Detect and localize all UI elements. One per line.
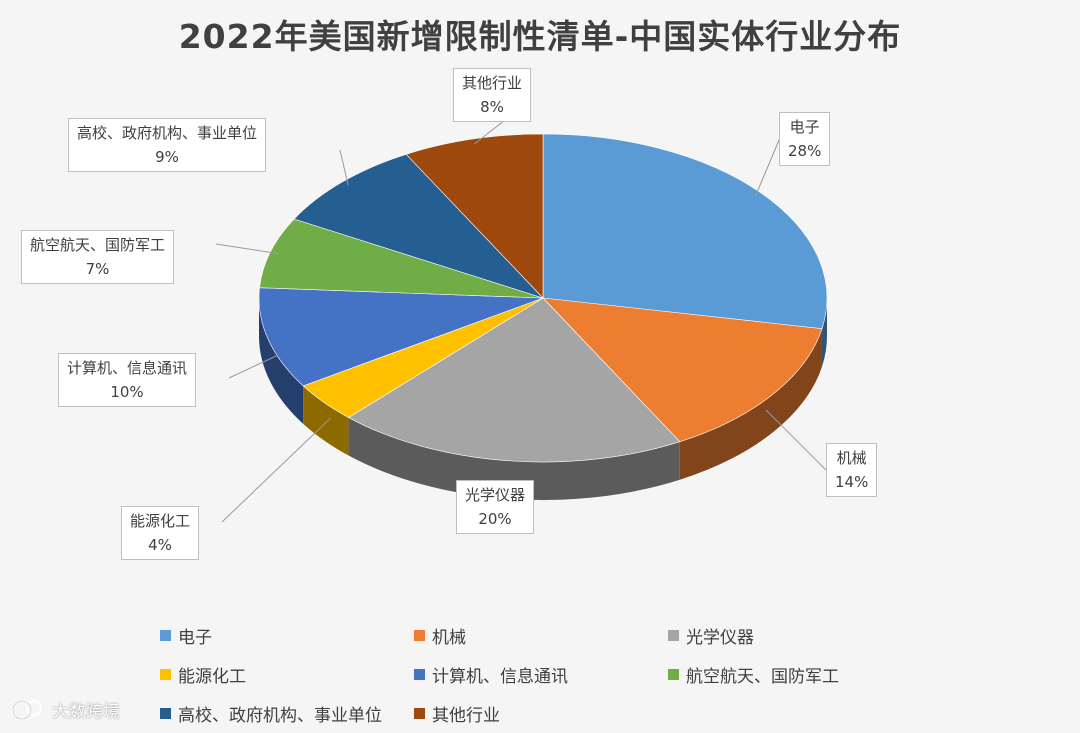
callout-label: 电子 bbox=[789, 118, 820, 136]
watermark-text: 大数跨境 bbox=[52, 701, 120, 722]
pie-slice-计算机、信息通讯 bbox=[258, 287, 544, 387]
pie-slices bbox=[258, 133, 828, 463]
leader-line-电子 bbox=[754, 139, 780, 197]
legend-item: 机械 bbox=[414, 622, 668, 648]
callout-label: 高校、政府机构、事业单位 bbox=[77, 124, 258, 142]
leader-line-计算机、信息通讯 bbox=[228, 355, 277, 379]
callout-machinery: 机械 14% bbox=[826, 443, 878, 497]
pie-3d-sides bbox=[259, 298, 827, 500]
callout-percent: 20% bbox=[478, 510, 512, 528]
callout-electronics: 电子 28% bbox=[779, 112, 831, 166]
callout-percent: 28% bbox=[788, 142, 822, 160]
callout-percent: 10% bbox=[110, 383, 144, 401]
pie-slice-机械 bbox=[542, 297, 823, 443]
legend-label: 能源化工 bbox=[178, 666, 246, 687]
legend-swatch bbox=[160, 629, 171, 641]
legend-swatch bbox=[160, 668, 171, 680]
legend-swatch bbox=[414, 707, 425, 719]
callout-label: 其他行业 bbox=[462, 74, 523, 92]
legend-label: 电子 bbox=[178, 627, 212, 648]
callout-percent: 7% bbox=[85, 260, 110, 278]
legend-label: 航空航天、国防军工 bbox=[686, 666, 839, 687]
callout-label: 能源化工 bbox=[130, 512, 191, 530]
leader-line-航空航天、国防军工 bbox=[215, 243, 279, 255]
leader-line-机械 bbox=[765, 409, 827, 471]
pie-slice-高校、政府机构、事业单位 bbox=[293, 153, 544, 299]
leader-line-其他行业 bbox=[474, 119, 506, 145]
legend-swatch bbox=[668, 668, 679, 680]
callout-other: 其他行业 8% bbox=[453, 68, 532, 122]
callout-computer-telecom: 计算机、信息通讯 10% bbox=[58, 353, 197, 407]
pie-slice-其他行业 bbox=[405, 133, 544, 299]
legend-label: 机械 bbox=[432, 627, 466, 648]
pie-side-机械 bbox=[679, 328, 822, 480]
callout-label: 机械 bbox=[836, 449, 867, 467]
legend-label: 高校、政府机构、事业单位 bbox=[178, 705, 382, 726]
legend-item: 其他行业 bbox=[414, 700, 668, 726]
pie-side-计算机、信息通讯 bbox=[259, 298, 304, 424]
callout-percent: 4% bbox=[148, 536, 172, 554]
watermark: 大数跨境 bbox=[10, 696, 120, 722]
callout-label: 航空航天、国防军工 bbox=[30, 236, 166, 254]
legend-item: 光学仪器 bbox=[668, 622, 940, 648]
legend-swatch bbox=[414, 668, 425, 680]
chart-title: 2022年美国新增限制性清单-中国实体行业分布 bbox=[178, 17, 902, 56]
legend-label: 其他行业 bbox=[432, 705, 500, 726]
pie-side-能源化工 bbox=[303, 385, 349, 456]
callout-universities-gov: 高校、政府机构、事业单位 9% bbox=[68, 118, 267, 172]
pie-side-光学仪器 bbox=[348, 417, 680, 500]
legend-label: 光学仪器 bbox=[686, 627, 754, 648]
chart-legend: 电子 机械 光学仪器 能源化工 计算机、信息通讯 航空航天、国防军工 高校、政府… bbox=[160, 622, 940, 726]
legend-swatch bbox=[414, 629, 425, 641]
callout-energy-chemical: 能源化工 4% bbox=[121, 506, 200, 560]
callout-percent: 9% bbox=[155, 148, 179, 166]
leader-line-能源化工 bbox=[221, 417, 332, 523]
callout-percent: 8% bbox=[480, 98, 504, 116]
legend-item: 航空航天、国防军工 bbox=[668, 661, 940, 687]
legend-item: 计算机、信息通讯 bbox=[414, 661, 668, 687]
legend-item: 能源化工 bbox=[160, 661, 414, 687]
callout-aerospace-defense: 航空航天、国防军工 7% bbox=[21, 230, 175, 284]
leader-lines bbox=[215, 119, 827, 523]
legend-item: 电子 bbox=[160, 622, 414, 648]
watermark-logo-icon bbox=[11, 699, 43, 721]
pie-slice-电子 bbox=[542, 133, 828, 330]
legend-label: 计算机、信息通讯 bbox=[432, 666, 568, 687]
pie-slice-光学仪器 bbox=[347, 297, 681, 463]
legend-item: 高校、政府机构、事业单位 bbox=[160, 700, 414, 726]
callout-label: 光学仪器 bbox=[465, 486, 526, 504]
callout-label: 计算机、信息通讯 bbox=[67, 359, 188, 377]
leader-line-高校、政府机构、事业单位 bbox=[339, 149, 349, 186]
legend-swatch bbox=[160, 707, 171, 719]
callout-optical: 光学仪器 20% bbox=[456, 480, 535, 534]
legend-swatch bbox=[668, 629, 679, 641]
callout-percent: 14% bbox=[835, 473, 869, 491]
